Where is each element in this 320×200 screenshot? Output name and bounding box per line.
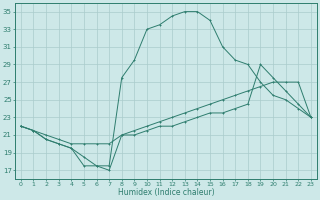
X-axis label: Humidex (Indice chaleur): Humidex (Indice chaleur) [117,188,214,197]
